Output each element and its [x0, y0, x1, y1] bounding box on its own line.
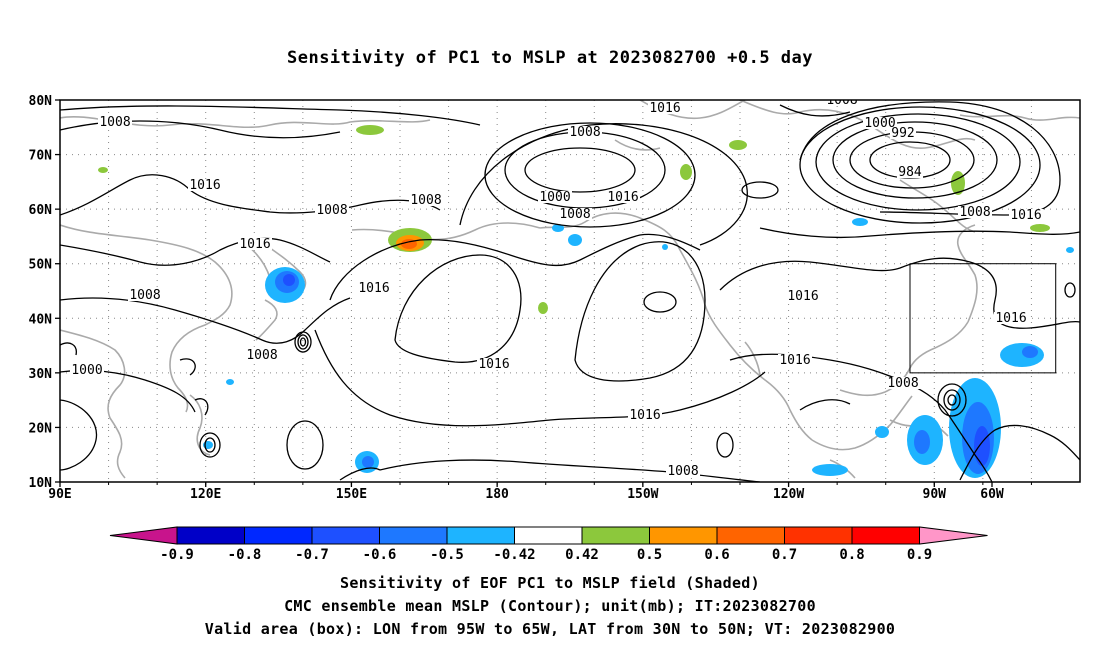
colorbar-label: 0.9: [907, 547, 932, 563]
colorbar-label: 0.5: [637, 547, 662, 563]
contour-label: 1016: [629, 408, 660, 423]
lat-label: 10N: [29, 476, 53, 491]
colorbar-segment: [581, 526, 650, 545]
contour-label: 1008: [129, 288, 160, 303]
lon-label: 90E: [48, 487, 71, 502]
colorbar-segment: [109, 526, 178, 545]
valid-area-box: [909, 263, 1057, 374]
colorbar-segment: [379, 526, 448, 545]
lon-label: 150W: [627, 487, 658, 502]
colorbar-segment: [311, 526, 380, 545]
colorbar-label: -0.42: [493, 547, 535, 563]
lon-label: 150E: [336, 487, 367, 502]
contour-label: 1016: [607, 190, 638, 205]
lat-label: 70N: [29, 149, 53, 164]
contour-label: 1008: [826, 93, 857, 108]
sensitivity-shading: [98, 125, 1074, 478]
contour-label: 1016: [649, 101, 680, 116]
colorbar-label: -0.7: [295, 547, 329, 563]
colorbar-segment: [649, 526, 718, 545]
lon-label: 90W: [923, 487, 947, 502]
contour-label: 1008: [667, 464, 698, 479]
colorbar-segment: [784, 526, 853, 545]
lon-label: 180: [485, 487, 509, 502]
contour-label: 1016: [358, 281, 389, 296]
map-title: Sensitivity of PC1 to MSLP at 2023082700…: [286, 48, 813, 68]
contour-label: 1008: [99, 115, 130, 130]
colorbar-label: -0.9: [160, 547, 194, 563]
colorbar: -0.9 -0.8 -0.7 -0.6 -0.5 -0.42 0.42 0.5 0.6 0.7 0.…: [109, 526, 988, 563]
lat-label: 30N: [29, 367, 53, 382]
colorbar-label: 0.42: [565, 547, 599, 563]
colorbar-label: -0.6: [363, 547, 397, 563]
contour-label: 1000: [539, 190, 570, 205]
contour-labels: 1008 1016 1008 1008 1016 1008 1016 1008 1000 1008…: [70, 93, 1043, 479]
contour-label: 1016: [239, 237, 270, 252]
lat-label: 40N: [29, 312, 53, 327]
colorbar-segment: [919, 526, 988, 545]
contour-label: 1008: [410, 193, 441, 208]
colorbar-segment: [514, 526, 583, 545]
colorbar-label: 0.6: [704, 547, 729, 563]
colorbar-segment: [244, 526, 313, 545]
contour-label: 1016: [787, 289, 818, 304]
lon-label: 60W: [980, 487, 1004, 502]
contour-label: 1016: [1010, 208, 1041, 223]
lon-label: 120E: [190, 487, 221, 502]
contour-label: 1008: [559, 207, 590, 222]
map-frame: [59, 99, 1081, 483]
contour-label: 984: [898, 165, 922, 180]
lat-label: 80N: [29, 94, 53, 109]
contour-label: 1016: [189, 178, 220, 193]
contour-label: 1016: [995, 311, 1026, 326]
contour-label: 1008: [569, 125, 600, 140]
lat-label: 50N: [29, 258, 53, 273]
colorbar-label: -0.5: [430, 547, 464, 563]
contour-label: 1000: [71, 363, 102, 378]
contour-label: 1008: [246, 348, 277, 363]
lat-label: 60N: [29, 203, 53, 218]
colorbar-segment: [851, 526, 920, 545]
contour-label: 992: [891, 126, 914, 141]
contour-label: 1016: [478, 357, 509, 372]
lat-label: 20N: [29, 421, 53, 436]
caption-contour: CMC ensemble mean MSLP (Contour); unit(m…: [284, 597, 816, 615]
lon-label: 120W: [773, 487, 804, 502]
colorbar-label: 0.8: [839, 547, 864, 563]
caption-valid-area: Valid area (box): LON from 95W to 65W, L…: [204, 620, 896, 638]
contour-label: 1000: [864, 116, 895, 131]
contour-label: 1016: [779, 353, 810, 368]
colorbar-segment: [176, 526, 245, 545]
caption-shading: Sensitivity of EOF PC1 to MSLP field (Sh…: [340, 574, 760, 592]
colorbar-segment: [716, 526, 785, 545]
contour-label: 1008: [887, 376, 918, 391]
colorbar-segment: [446, 526, 515, 545]
contour-label: 1008: [316, 203, 347, 218]
contour-label: 1008: [959, 205, 990, 220]
colorbar-label: 0.7: [772, 547, 797, 563]
colorbar-label: -0.8: [228, 547, 262, 563]
